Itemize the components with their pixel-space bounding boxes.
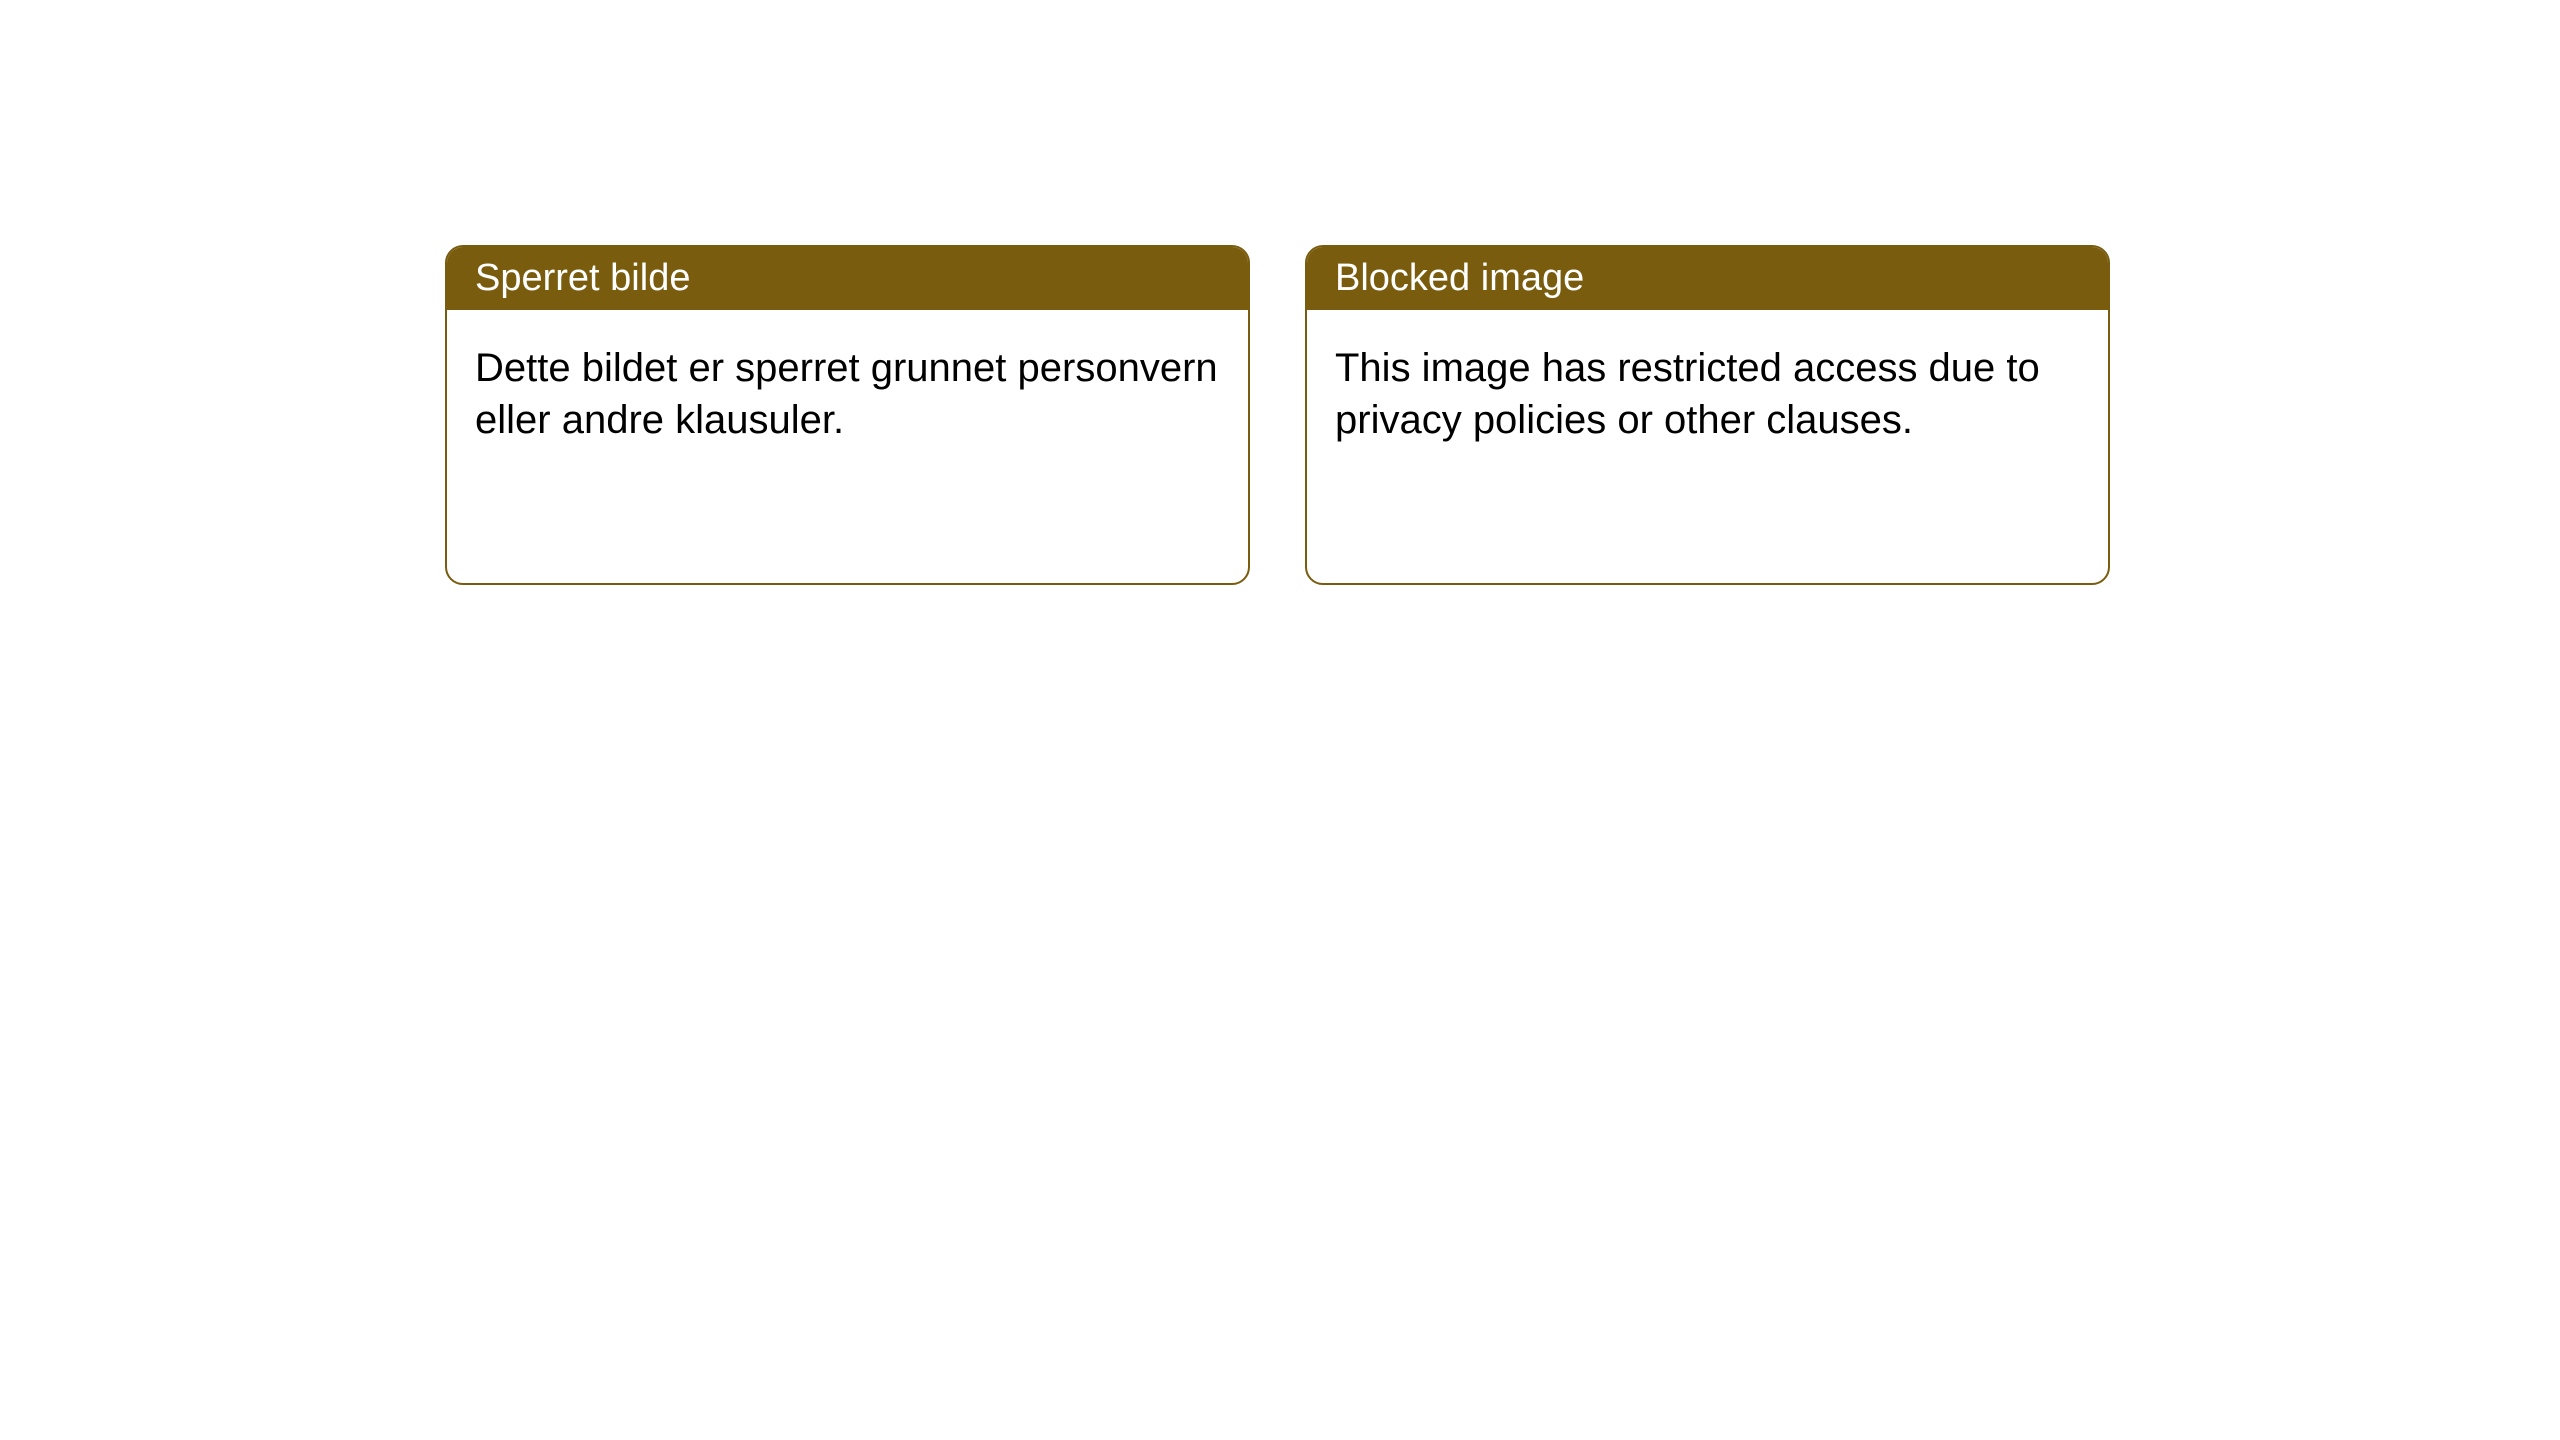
notice-title: Sperret bilde — [475, 257, 690, 299]
notice-card-body: This image has restricted access due to … — [1307, 310, 2108, 478]
notice-container: Sperret bilde Dette bildet er sperret gr… — [0, 0, 2560, 585]
notice-card-norwegian: Sperret bilde Dette bildet er sperret gr… — [445, 245, 1250, 585]
notice-card-header: Sperret bilde — [447, 247, 1248, 310]
notice-body-text: This image has restricted access due to … — [1335, 346, 2040, 442]
notice-card-body: Dette bildet er sperret grunnet personve… — [447, 310, 1248, 478]
notice-body-text: Dette bildet er sperret grunnet personve… — [475, 346, 1218, 442]
notice-card-english: Blocked image This image has restricted … — [1305, 245, 2110, 585]
notice-title: Blocked image — [1335, 257, 1584, 299]
notice-card-header: Blocked image — [1307, 247, 2108, 310]
